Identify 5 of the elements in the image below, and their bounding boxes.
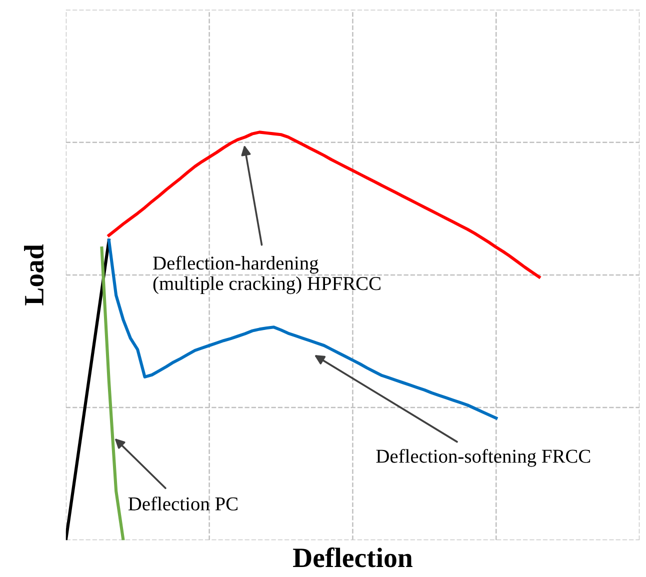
annotation: Deflection-softening FRCC	[376, 448, 590, 467]
y-axis-title: Load	[24, 244, 44, 306]
annotation: Deflection PC	[128, 496, 238, 510]
annotation: Deflection-hardening (multiple cracking) HPFRCC	[153, 256, 380, 294]
x-axis-title: Deflection	[293, 547, 412, 568]
